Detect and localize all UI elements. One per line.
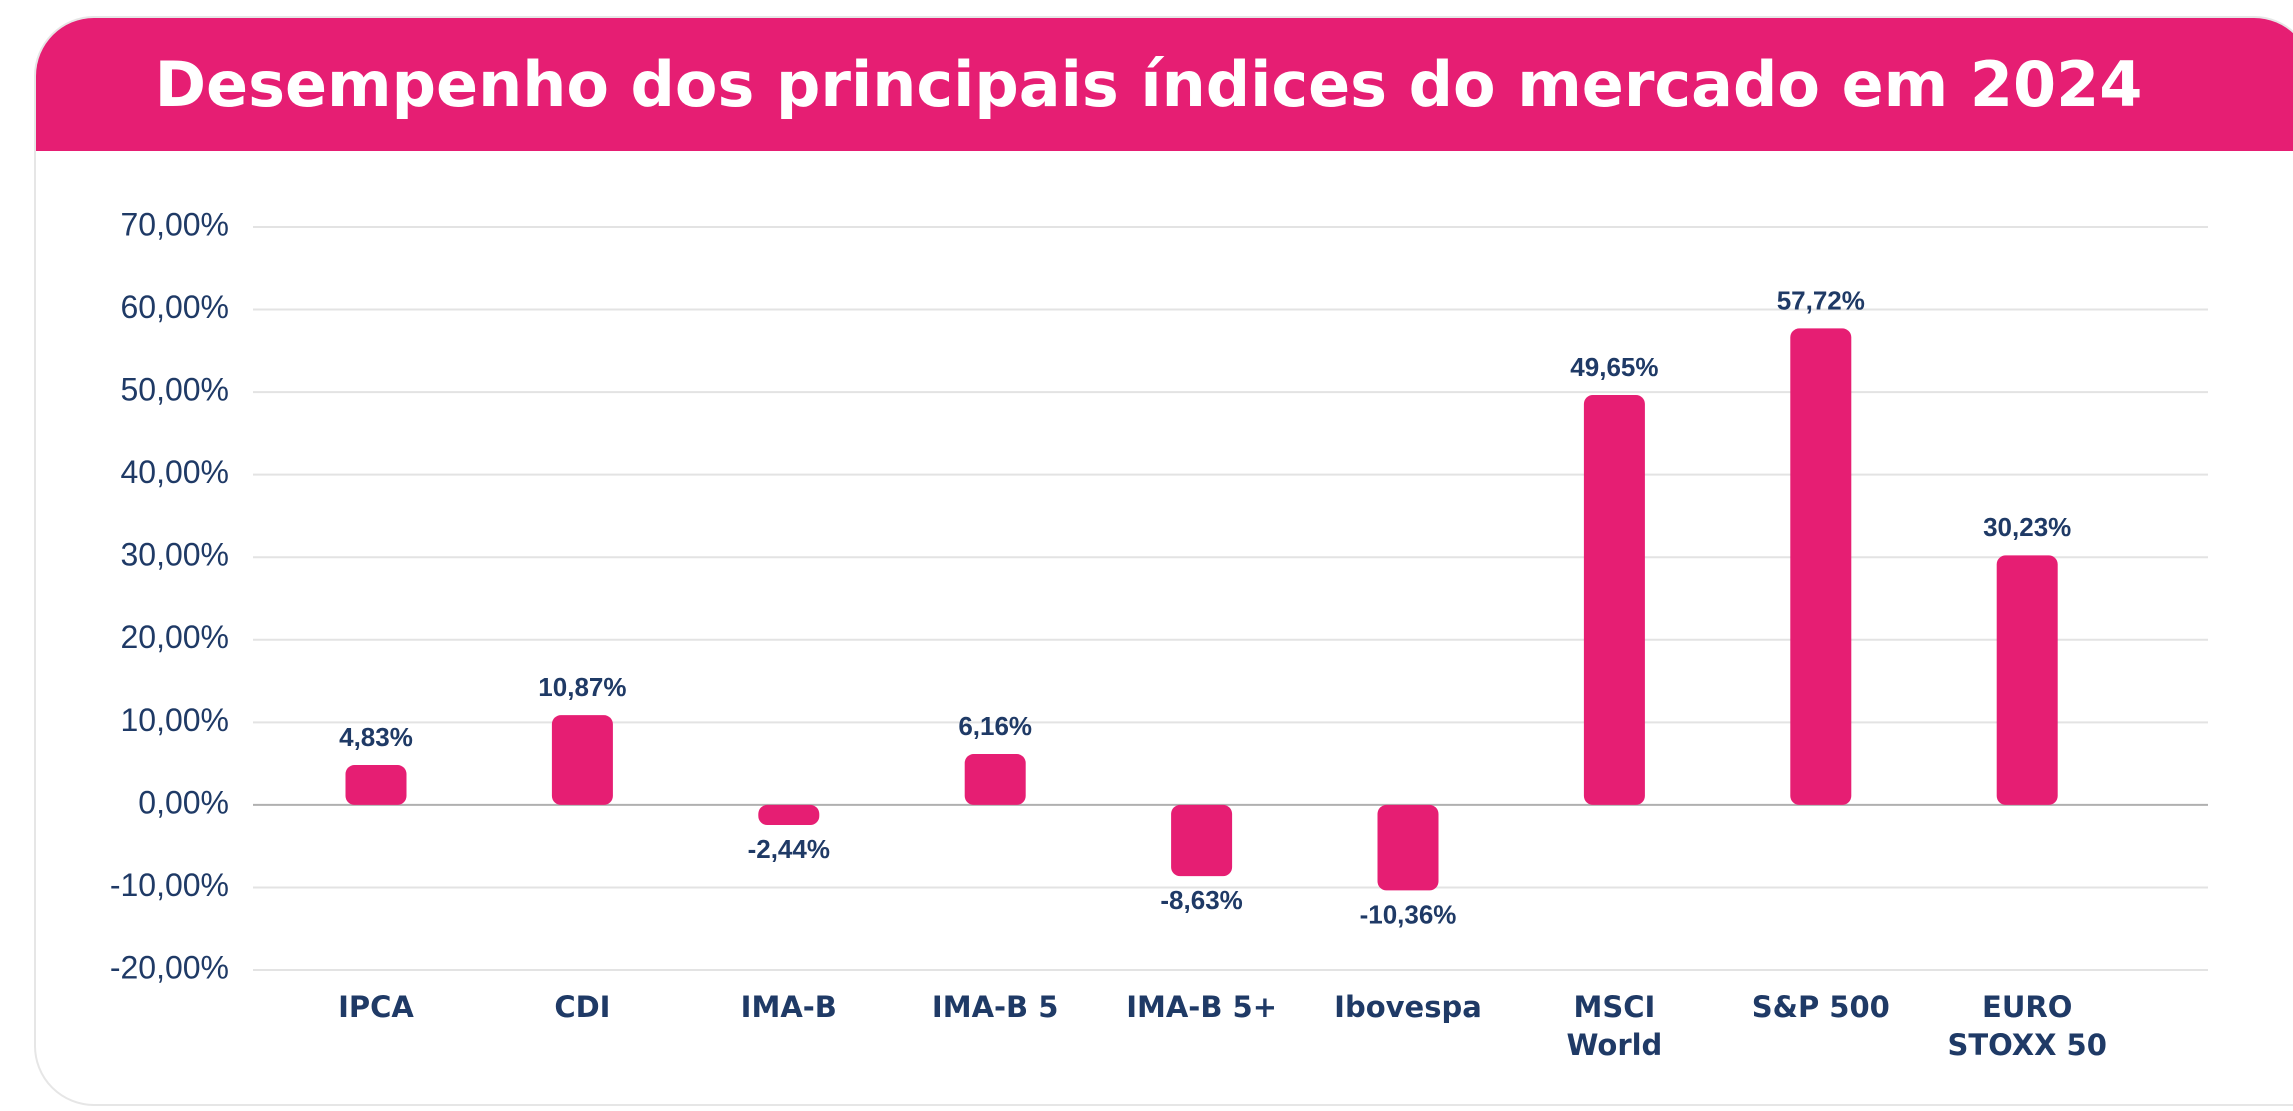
value-label: -2,44% <box>748 834 830 864</box>
y-tick-label: -20,00% <box>110 949 229 985</box>
bar <box>1996 555 2058 805</box>
value-label: 57,72% <box>1777 285 1865 315</box>
bar <box>1790 328 1852 805</box>
value-label: -8,63% <box>1160 885 1242 915</box>
x-tick-label: EURO STOXX 50 <box>1947 990 2107 1062</box>
y-tick-label: 20,00% <box>120 619 229 655</box>
y-tick-label: 0,00% <box>138 784 229 820</box>
y-tick-label: 70,00% <box>120 206 229 242</box>
value-label: -10,36% <box>1360 899 1457 929</box>
value-label: 30,23% <box>1983 512 2071 542</box>
bar <box>551 715 613 805</box>
value-label: 49,65% <box>1570 352 1658 382</box>
x-tick-label: CDI <box>554 990 611 1024</box>
value-label: 10,87% <box>538 672 626 702</box>
x-tick-label: IPCA <box>338 990 414 1024</box>
x-tick-label: MSCI World <box>1566 990 1663 1062</box>
x-tick-label: Ibovespa <box>1334 990 1482 1024</box>
value-label: 4,83% <box>339 722 413 752</box>
x-tick-label: IMA-B 5 <box>931 990 1059 1024</box>
bar <box>964 754 1026 805</box>
y-tick-label: -10,00% <box>110 867 229 903</box>
header-band <box>36 18 2293 151</box>
chart-title: Desempenho dos principais índices do mer… <box>154 48 2143 121</box>
bar <box>758 804 820 826</box>
y-tick-label: 60,00% <box>120 289 229 325</box>
bar <box>1583 395 1645 805</box>
bar <box>1377 804 1439 891</box>
x-tick-label: IMA-B 5+ <box>1126 990 1277 1024</box>
y-tick-label: 50,00% <box>120 372 229 408</box>
x-tick-label: S&P 500 <box>1751 990 1890 1024</box>
y-tick-label: 40,00% <box>120 454 229 490</box>
y-tick-label: 30,00% <box>120 537 229 573</box>
y-tick-label: 10,00% <box>120 702 229 738</box>
value-label: 6,16% <box>958 711 1032 741</box>
x-tick-label: IMA-B <box>740 990 837 1024</box>
card: Desempenho dos principais índices do mer… <box>34 16 2293 1106</box>
bar <box>1171 804 1233 877</box>
bar <box>345 765 407 805</box>
